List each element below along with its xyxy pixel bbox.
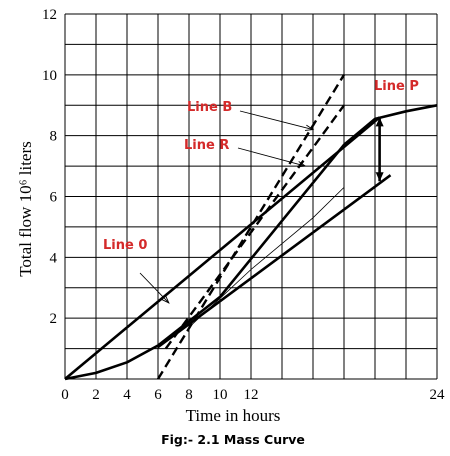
annotation-arrowhead: [297, 161, 307, 168]
y-tick-label: 10: [42, 68, 57, 84]
annotations: Line B Line R Line 0 Line P: [103, 79, 419, 253]
series-lower-tangent: [157, 174, 392, 349]
series-mass-curve: [64, 104, 438, 381]
x-axis-label: Time in hours: [186, 406, 281, 425]
series-thin-construction: [188, 187, 345, 328]
annotation-arrow: [237, 147, 306, 167]
y-tick-label: 6: [50, 190, 58, 206]
series-demand-line-dashed: [164, 104, 345, 350]
y-tick-label: 2: [50, 311, 58, 327]
annotation-arrow: [139, 272, 170, 304]
y-tick-label: 8: [50, 129, 58, 145]
annotation-label: Line P: [374, 79, 419, 94]
grid: [64, 13, 438, 380]
x-tick-label: 4: [123, 387, 131, 403]
annotation-arrow: [239, 110, 314, 131]
storage-arrowhead-top: [375, 117, 384, 127]
series-upper-tangent: [64, 116, 381, 380]
y-tick-label: 4: [50, 250, 58, 266]
x-tick-label: 0: [61, 387, 69, 403]
annotation-label: Line 0: [103, 238, 147, 253]
x-tick-label: 24: [430, 387, 446, 403]
x-tick-label: 8: [185, 387, 193, 403]
annotation-arrowhead: [304, 124, 315, 131]
plot-lines: [64, 74, 438, 381]
annotation-label: Line R: [184, 138, 229, 153]
y-axis-label: Total flow 10⁶ liters: [16, 141, 35, 277]
x-tick-label: 2: [92, 387, 100, 403]
annotation-arrowhead: [161, 295, 170, 304]
storage-arrowhead-bottom: [375, 172, 384, 182]
x-tick-label: 6: [154, 387, 162, 403]
annotation-arrows: [139, 110, 315, 304]
x-tick-label: 12: [244, 387, 259, 403]
series-demand-line-dashed: [156, 74, 346, 380]
figure-caption: Fig:- 2.1 Mass Curve: [161, 432, 305, 447]
annotation-label: Line B: [187, 100, 232, 115]
y-tick-label: 12: [42, 7, 57, 23]
x-tick-label: 10: [213, 387, 228, 403]
